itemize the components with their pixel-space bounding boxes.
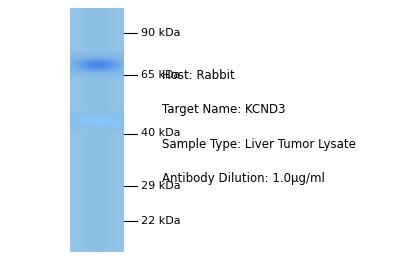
Text: 40 kDa: 40 kDa: [141, 128, 181, 139]
Text: Host: Rabbit: Host: Rabbit: [162, 69, 235, 82]
Text: Antibody Dilution: 1.0μg/ml: Antibody Dilution: 1.0μg/ml: [162, 172, 325, 185]
Text: 29 kDa: 29 kDa: [141, 181, 181, 191]
Text: Sample Type: Liver Tumor Lysate: Sample Type: Liver Tumor Lysate: [162, 138, 356, 151]
Text: 22 kDa: 22 kDa: [141, 216, 181, 226]
Text: Target Name: KCND3: Target Name: KCND3: [162, 103, 286, 116]
Text: 65 kDa: 65 kDa: [141, 70, 181, 80]
Text: 90 kDa: 90 kDa: [141, 28, 181, 38]
